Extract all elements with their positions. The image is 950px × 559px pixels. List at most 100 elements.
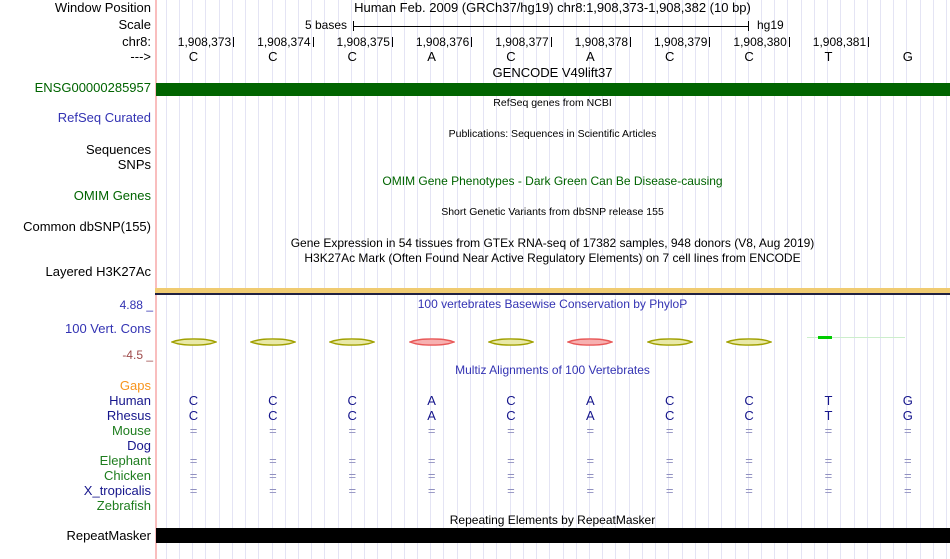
ruler-position: 1,908,374 [257,35,311,49]
gridline [417,0,419,559]
window-start-guideline [155,0,157,559]
gridline [218,0,220,559]
reference-base: C [506,49,516,64]
multiz-species-label[interactable]: Zebrafish [96,498,151,513]
multiz-cell: = [665,483,674,498]
multiz-species-label[interactable]: Mouse [111,423,151,438]
phylop-mark-olive[interactable] [487,333,535,346]
multiz-cell: = [348,423,357,438]
multiz-cell: = [269,423,277,438]
strand-direction-label: ---> [130,49,151,64]
phylop-mark-red[interactable] [407,333,456,346]
reference-base: G [902,49,913,64]
gencode-gene-label[interactable]: ENSG00000285957 [34,80,151,95]
reference-base: A [586,49,595,64]
multiz-cell: = [665,468,674,483]
multiz-species-label[interactable]: Dog [127,438,151,453]
multiz-cell: = [824,483,833,498]
multiz-cell: G [902,408,913,423]
ruler-tick [391,37,393,47]
phylop-mark-red[interactable] [566,333,615,346]
multiz-cell: C [665,408,675,423]
multiz-cell: = [824,468,833,483]
multiz-cell: A [586,393,595,408]
phylop-mark-green[interactable] [817,335,832,339]
gencode-track-title: GENCODE V49lift37 [492,65,613,80]
multiz-species-label[interactable]: Chicken [104,468,151,483]
phylop-track-title: 100 vertebrates Basewise Conservation by… [417,297,688,311]
multiz-species-label[interactable]: Elephant [99,453,151,468]
phylop-mark-olive[interactable] [169,333,218,346]
multiz-species-label[interactable]: Human [109,393,151,408]
phylop-mark-olive[interactable] [725,333,773,346]
multiz-cell: = [904,468,912,483]
omim-genes-label[interactable]: OMIM Genes [73,188,151,203]
gridline [760,0,762,559]
multiz-cell: = [507,468,515,483]
common-dbsnp-label[interactable]: Common dbSNP(155) [23,219,151,234]
phylop-mark-faint-line [806,337,905,338]
multiz-cell: = [269,453,277,468]
multiz-cell: = [189,453,198,468]
multiz-species-label[interactable]: Gaps [119,378,151,393]
ruler-position: 1,908,373 [177,35,232,49]
phylop-mark-olive[interactable] [645,333,694,346]
multiz-cell: C [506,393,516,408]
gridline [919,0,921,559]
multiz-cell: = [904,453,912,468]
repeatmasker-label[interactable]: RepeatMasker [66,528,151,543]
gridline [800,0,802,559]
multiz-cell: C [188,393,199,408]
gridline [655,0,657,559]
multiz-cell: A [586,408,595,423]
gridline [456,0,458,559]
gridline [602,0,604,559]
multiz-species-label[interactable]: X_tropicalis [83,483,151,498]
multiz-species-label[interactable]: Rhesus [106,408,151,423]
multiz-cell: G [902,393,913,408]
chromosome-label: chr8: [122,34,151,49]
ruler-tick [312,37,314,47]
vert-cons-label[interactable]: 100 Vert. Cons [65,321,151,336]
multiz-cell: = [745,453,753,468]
multiz-cell: C [506,408,516,423]
ruler-tick [233,37,235,47]
multiz-cell: T [824,393,833,408]
refseq-track-title: RefSeq genes from NCBI [493,97,612,109]
ruler-position: 1,908,379 [654,35,708,49]
ruler-tick [630,37,632,47]
gridline [932,0,934,559]
refseq-curated-label[interactable]: RefSeq Curated [57,110,151,125]
multiz-cell: = [745,483,753,498]
phylop-max-value: 4.88 _ [119,298,153,312]
multiz-cell: = [427,483,436,498]
multiz-cell: C [347,393,357,408]
multiz-cell: = [189,423,198,438]
ruler-position: 1,908,378 [574,35,629,49]
multiz-cell: C [744,393,754,408]
window-position-label: Window Position [54,0,151,15]
ruler-position: 1,908,375 [336,35,390,49]
gridline [324,0,326,559]
gridline [813,0,815,559]
gridline [284,0,286,559]
multiz-cell: = [824,423,833,438]
multiz-cell: = [586,483,595,498]
gencode-gene-bar[interactable] [156,83,950,96]
layered-h3k27ac-label[interactable]: Layered H3K27Ac [45,264,151,279]
repeatmasker-element-bar[interactable] [156,528,950,543]
h3k27ac-track-title: H3K27Ac Mark (Often Found Near Active Re… [304,251,801,265]
reference-base: C [347,49,357,64]
sequences-label[interactable]: Sequences [85,142,151,157]
h3k27ac-signal-bar[interactable] [155,288,950,293]
gridline [681,0,683,559]
reference-base: A [427,49,436,64]
multiz-cell: = [427,468,436,483]
phylop-mark-olive[interactable] [328,333,377,346]
snps-label[interactable]: SNPs [117,157,151,172]
ruler-position: 1,908,381 [812,35,867,49]
gridline [522,0,524,559]
multiz-cell: = [904,423,912,438]
phylop-mark-olive[interactable] [248,333,297,346]
